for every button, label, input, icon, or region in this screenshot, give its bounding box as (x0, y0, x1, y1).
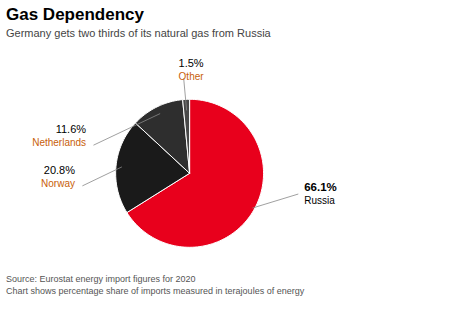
svg-text:Netherlands: Netherlands (32, 137, 86, 148)
html-text:Germany gets two thirds of its: Germany gets two thirds of its natural g… (6, 27, 271, 39)
html-text:Gas Dependency: Gas Dependency (6, 5, 144, 24)
svg-text:1.5%: 1.5% (179, 57, 204, 69)
svg-text:Other: Other (179, 71, 205, 82)
svg-text:Russia: Russia (304, 195, 335, 206)
html-text:Chart shows percentage share o: Chart shows percentage share of imports … (6, 286, 305, 296)
svg-text:20.8%: 20.8% (44, 164, 75, 176)
svg-text:11.6%: 11.6% (56, 123, 87, 135)
html-text:Source: Eurostat energy import: Source: Eurostat energy import figures f… (6, 274, 196, 284)
svg-text:Norway: Norway (41, 178, 75, 189)
svg-text:66.1%: 66.1% (304, 181, 337, 193)
